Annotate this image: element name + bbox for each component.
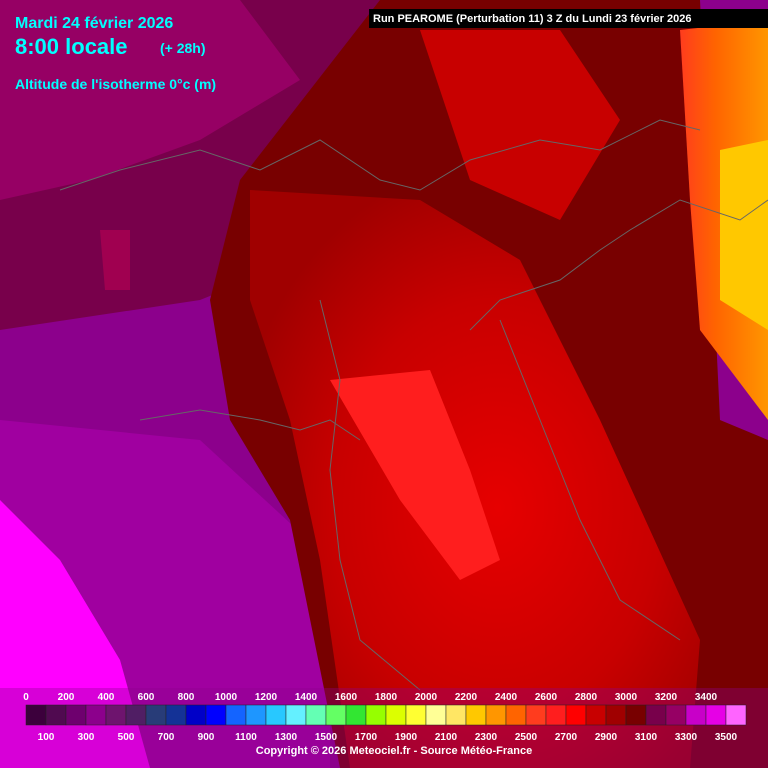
legend-swatch [25,704,47,726]
legend-label: 1700 [355,732,378,743]
legend-label: 2200 [455,692,478,703]
legend: 0 100 200 300 400 500 600 700 800 900 1000 1100 1200… [23,692,747,743]
legend-label: 1100 [235,732,257,743]
legend-label: 0 [23,692,29,703]
legend-swatch [365,704,387,726]
legend-swatch [265,704,287,726]
legend-label: 400 [98,692,115,703]
legend-label: 2800 [575,692,598,703]
legend-label: 2300 [475,732,498,743]
legend-label: 700 [158,732,175,743]
legend-label: 1200 [255,692,278,703]
legend-swatch [165,704,187,726]
legend-label: 2700 [555,732,578,743]
legend-label: 3200 [655,692,678,703]
legend-swatch [545,704,567,726]
legend-label: 1000 [215,692,238,703]
legend-swatch [305,704,327,726]
legend-swatch [645,704,667,726]
legend-swatch [685,704,707,726]
legend-swatch [485,704,507,726]
legend-label: 2400 [495,692,518,703]
legend-label: 1800 [375,692,398,703]
legend-swatch [725,704,747,726]
copyright: Copyright © 2026 Meteociel.fr - Source M… [256,745,532,757]
legend-label: 3100 [635,732,658,743]
legend-label: 1400 [295,692,318,703]
legend-label: 3000 [615,692,638,703]
legend-swatch [445,704,467,726]
legend-label: 2100 [435,732,458,743]
time: 8:00 locale [15,34,128,59]
legend-swatch [585,704,607,726]
legend-label: 1300 [275,732,298,743]
legend-label: 500 [118,732,135,743]
legend-swatch [205,704,227,726]
legend-swatch [285,704,307,726]
legend-swatch [85,704,107,726]
legend-label: 300 [78,732,95,743]
legend-swatch [45,704,67,726]
legend-label: 1900 [395,732,418,743]
legend-swatch [525,704,547,726]
legend-label: 3300 [675,732,698,743]
legend-swatch [705,704,727,726]
legend-swatch [425,704,447,726]
run-info: Run PEAROME (Perturbation 11) 3 Z du Lun… [373,13,691,25]
legend-swatch [605,704,627,726]
legend-label: 800 [178,692,195,703]
legend-swatch [245,704,267,726]
legend-swatch [345,704,367,726]
legend-swatch [105,704,127,726]
date: Mardi 24 février 2026 [15,15,173,32]
legend-band [0,688,768,768]
legend-label: 1600 [335,692,358,703]
legend-label: 100 [38,732,55,743]
legend-swatch [465,704,487,726]
legend-label: 200 [58,692,75,703]
parameter: Altitude de l'isotherme 0°c (m) [15,76,216,92]
legend-label: 2500 [515,732,538,743]
lead-time: (+ 28h) [160,40,206,56]
legend-swatch [405,704,427,726]
legend-label: 900 [198,732,215,743]
legend-label: 1500 [315,732,338,743]
run-box [369,9,768,28]
legend-swatch [325,704,347,726]
legend-label: 2900 [595,732,618,743]
legend-swatch [385,704,407,726]
legend-swatch [185,704,207,726]
legend-swatch [665,704,687,726]
legend-swatch [65,704,87,726]
legend-label: 2000 [415,692,438,703]
legend-swatch [625,704,647,726]
legend-swatch [145,704,167,726]
legend-label: 3400 [695,692,718,703]
legend-swatch [125,704,147,726]
legend-swatch [225,704,247,726]
legend-label: 2600 [535,692,558,703]
borders [59,119,768,691]
legend-label: 600 [138,692,155,703]
legend-swatch [565,704,587,726]
legend-label: 3500 [715,732,738,743]
legend-swatch [505,704,527,726]
